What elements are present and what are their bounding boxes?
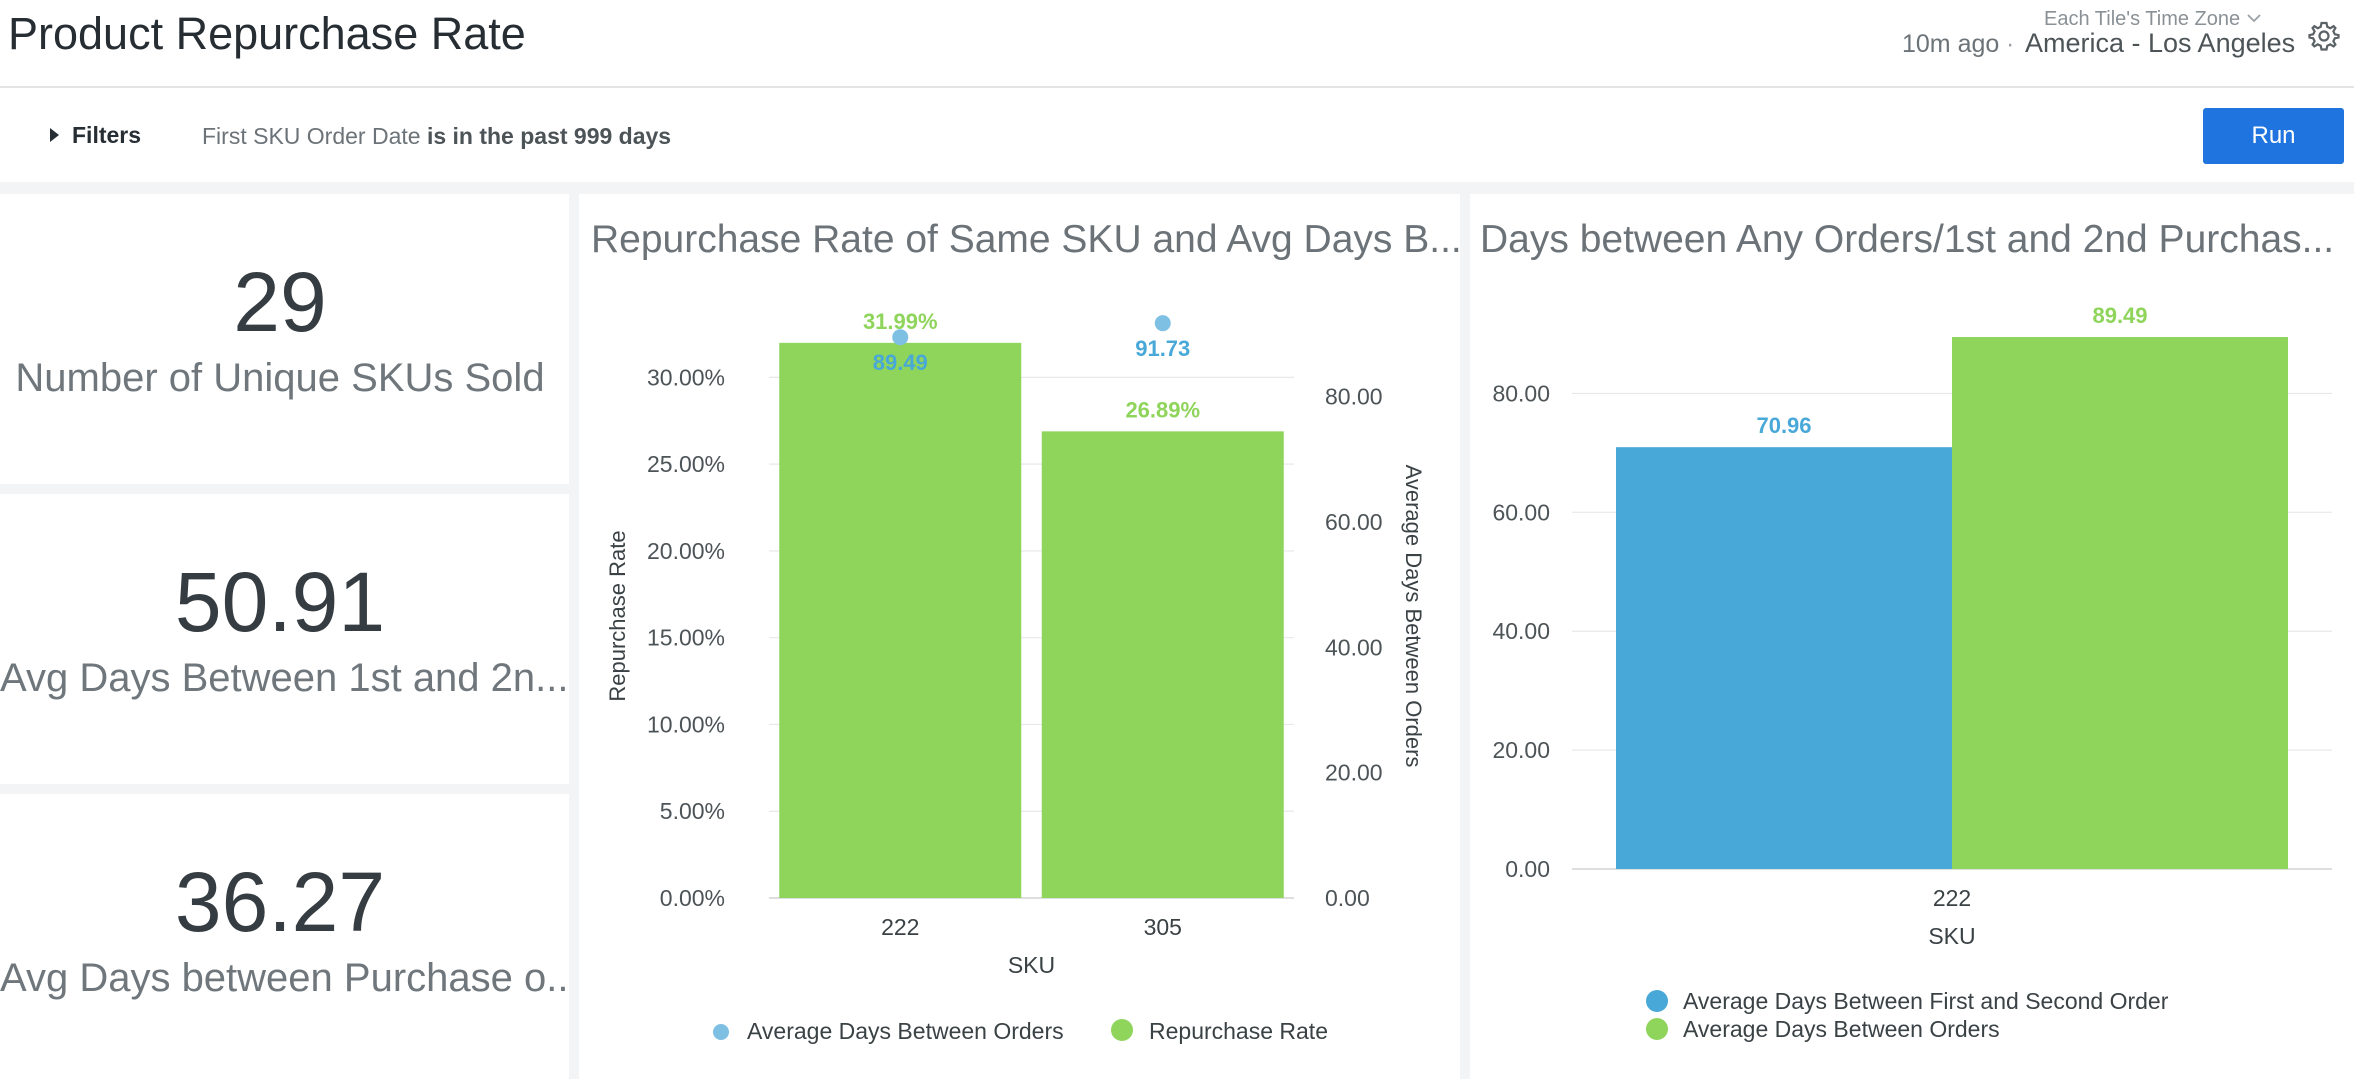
kpi-label: Avg Days between Purchase o... bbox=[0, 956, 569, 1000]
y-tick-label: 0.00 bbox=[1505, 856, 1550, 882]
kpi-label: Number of Unique SKUs Sold bbox=[15, 356, 545, 400]
y-tick-label: 0.00% bbox=[660, 885, 725, 911]
bar-data-label: 89.49 bbox=[2092, 303, 2147, 328]
filters-toggle[interactable]: Filters bbox=[50, 120, 141, 150]
legend-marker bbox=[1111, 1019, 1133, 1041]
point-data-label: 89.49 bbox=[873, 350, 928, 375]
bar-repurchase-rate bbox=[1041, 431, 1284, 898]
chart-tile-days-between-orders: Days between Any Orders/1st and 2nd Purc… bbox=[1470, 194, 2354, 1079]
point-average-days bbox=[1154, 315, 1171, 332]
legend-label: Average Days Between Orders bbox=[747, 1018, 1064, 1044]
chevron-down-icon[interactable] bbox=[2246, 10, 2262, 26]
kpi-tile-avg-days-1st-2nd: 50.91 Avg Days Between 1st and 2n... bbox=[0, 494, 569, 784]
filter-bar: Filters First SKU Order Date is in the p… bbox=[0, 88, 2354, 182]
y-tick-label: 40.00 bbox=[1492, 618, 1550, 644]
filter-condition: is in the past 999 days bbox=[426, 123, 672, 149]
x-tick-label: 222 bbox=[881, 914, 919, 940]
tile-title: Days between Any Orders/1st and 2nd Purc… bbox=[1480, 218, 2335, 261]
y-tick-label: 60.00 bbox=[1492, 499, 1550, 525]
x-axis-title: SKU bbox=[1008, 952, 1055, 978]
gear-icon[interactable] bbox=[2308, 20, 2340, 52]
y-tick-label: 80.00 bbox=[1492, 380, 1550, 406]
timezone-caption[interactable]: Each Tile's Time Zone bbox=[2044, 8, 2241, 30]
bar-repurchase-rate bbox=[779, 342, 1022, 898]
days-between-orders-chart: 0.00 20.00 40.00 60.00 80.00 70.96 89.49 222 SKU… bbox=[1492, 303, 2332, 1042]
tile-title: Repurchase Rate of Same SKU and Avg Days… bbox=[591, 218, 1460, 261]
y-tick-label: 20.00% bbox=[647, 538, 725, 564]
y-tick-label: 30.00% bbox=[647, 364, 725, 390]
y-right-tick-label: 0.00 bbox=[1325, 885, 1370, 911]
point-data-label: 91.73 bbox=[1135, 336, 1190, 361]
y-tick-label: 10.00% bbox=[647, 711, 725, 737]
y-tick-label: 25.00% bbox=[647, 451, 725, 477]
point-average-days bbox=[892, 329, 909, 346]
page-title: Product Repurchase Rate bbox=[8, 8, 526, 59]
y-tick-label: 20.00 bbox=[1492, 737, 1550, 763]
legend-marker bbox=[1646, 1018, 1668, 1040]
filter-summary[interactable]: First SKU Order Date is in the past 999 … bbox=[202, 123, 671, 150]
last-refreshed: 10m ago bbox=[1902, 30, 2000, 58]
bar-data-label: 26.89% bbox=[1125, 397, 1200, 422]
repurchase-rate-chart: 0.00% 5.00% 10.00% 15.00% 20.00% 25.00% 30.00%… bbox=[605, 309, 1426, 1044]
separator: · bbox=[2006, 30, 2015, 58]
kpi-value: 29 bbox=[233, 255, 327, 349]
bar-first-second-order bbox=[1616, 447, 1952, 869]
legend-label: Average Days Between First and Second Or… bbox=[1683, 988, 2169, 1014]
timezone-selector[interactable]: America - Los Angeles bbox=[2025, 28, 2296, 58]
y-right-tick-label: 60.00 bbox=[1325, 509, 1383, 535]
caret-right-icon[interactable] bbox=[50, 128, 59, 142]
y-right-axis-title: Average Days Between Orders bbox=[1401, 465, 1426, 768]
filters-label[interactable]: Filters bbox=[72, 121, 142, 148]
filter-field: First SKU Order Date bbox=[202, 123, 421, 149]
y-right-tick-label: 40.00 bbox=[1325, 634, 1383, 660]
legend-marker bbox=[1646, 990, 1668, 1012]
kpi-tile-unique-skus: 29 Number of Unique SKUs Sold bbox=[0, 194, 569, 484]
legend-marker bbox=[713, 1024, 729, 1040]
y-tick-label: 5.00% bbox=[660, 798, 725, 824]
x-axis-title: SKU bbox=[1928, 923, 1975, 949]
y-right-tick-label: 20.00 bbox=[1325, 760, 1383, 786]
legend-label: Average Days Between Orders bbox=[1683, 1016, 2000, 1042]
kpi-value: 36.27 bbox=[174, 855, 386, 949]
bar-between-orders bbox=[1952, 337, 2288, 869]
x-tick-label: 222 bbox=[1933, 885, 1971, 911]
kpi-value: 50.91 bbox=[174, 555, 386, 649]
x-tick-label: 305 bbox=[1144, 914, 1182, 940]
kpi-label: Avg Days Between 1st and 2n... bbox=[0, 656, 569, 700]
bar-data-label: 70.96 bbox=[1756, 413, 1811, 438]
dashboard-header: Product Repurchase Rate Each Tile's Time… bbox=[0, 0, 2354, 88]
y-axis-title: Repurchase Rate bbox=[605, 530, 630, 701]
y-right-tick-label: 80.00 bbox=[1325, 384, 1383, 410]
chart-tile-repurchase-rate: Repurchase Rate of Same SKU and Avg Days… bbox=[579, 194, 1460, 1079]
y-tick-label: 15.00% bbox=[647, 625, 725, 651]
kpi-tile-avg-days-purchase: 36.27 Avg Days between Purchase o... bbox=[0, 794, 569, 1079]
legend-label: Repurchase Rate bbox=[1149, 1018, 1328, 1044]
run-button[interactable]: Run bbox=[2203, 108, 2344, 164]
